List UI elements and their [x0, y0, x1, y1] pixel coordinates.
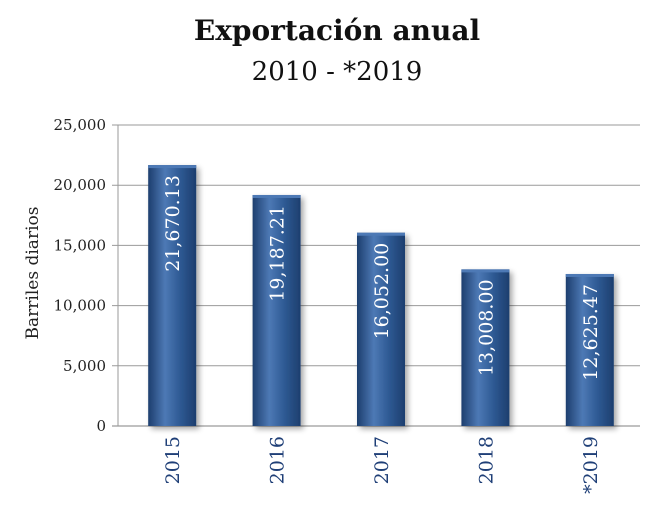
x-tick-label: 2018	[475, 436, 497, 484]
bar-p2019	[565, 273, 614, 426]
bar-top-highlight	[148, 165, 197, 169]
bar-2016	[252, 194, 301, 426]
bar-data-label: 12,625.47	[580, 284, 602, 381]
bar-data-label: 13,008.00	[475, 279, 497, 376]
chart-subtitle: 2010 - *2019	[252, 57, 423, 87]
bar-2015	[148, 165, 197, 427]
y-axis-ticks: 0 5,000 10,000 15,000 20,000 25,000	[54, 116, 107, 435]
y-axis-title: Barriles diarios	[23, 207, 43, 340]
x-tick-label: 2016	[267, 436, 289, 484]
y-tick-label: 5,000	[63, 357, 106, 375]
bar-top-highlight	[252, 194, 301, 198]
bar-2017	[357, 232, 405, 426]
bar-data-label: 21,670.13	[162, 175, 184, 272]
y-tick-label: 20,000	[54, 176, 107, 194]
bar-top-highlight	[357, 232, 405, 236]
bar-data-label: 19,187.21	[267, 205, 289, 302]
bar-top-highlight	[565, 273, 614, 277]
bar-top-highlight	[461, 269, 510, 273]
y-tick-label: 15,000	[54, 236, 107, 254]
x-tick-label: 2017	[371, 436, 393, 484]
y-tick-label: 10,000	[54, 297, 107, 315]
bars: 21,670.13 19,187.21 16,052.00 13,008.00 12,6…	[148, 165, 614, 427]
y-tick-label: 0	[96, 417, 106, 435]
x-tick-label: *2019	[580, 436, 602, 494]
bar-data-label: 16,052.00	[371, 243, 393, 340]
x-tick-label: 2015	[162, 436, 184, 484]
y-tick-label: 25,000	[54, 116, 107, 134]
bar-2018	[461, 269, 510, 426]
chart-title: Exportación anual	[194, 14, 480, 47]
x-axis-ticks: 2015 2016 2017 2018 *2019	[162, 436, 602, 494]
